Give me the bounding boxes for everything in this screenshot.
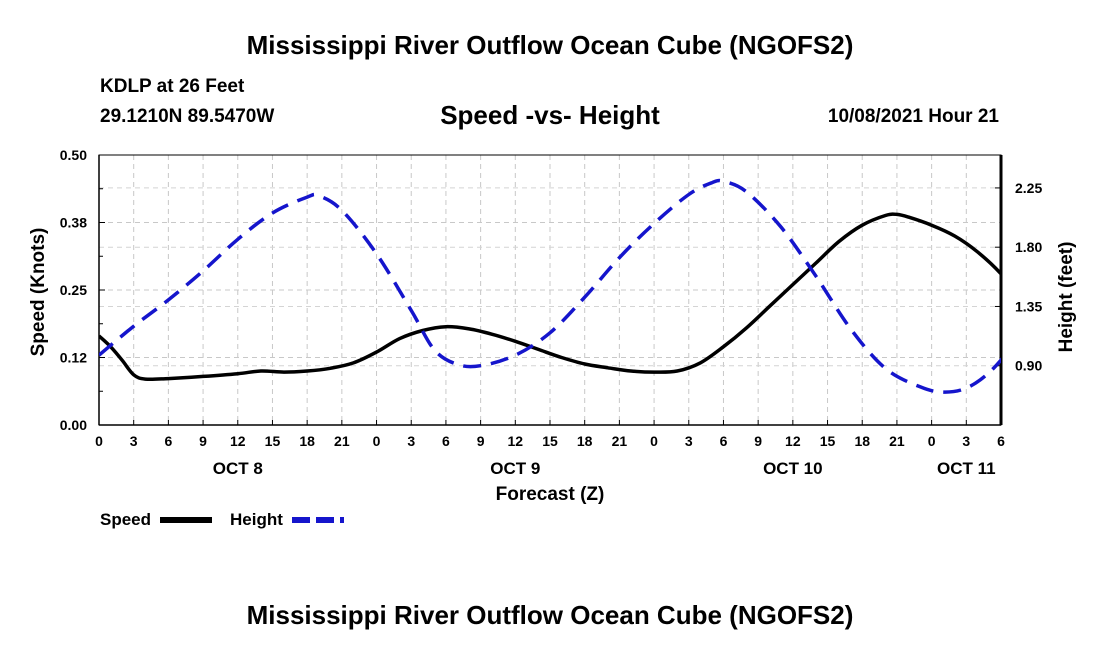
y-right-tick-label: 1.35 [1015, 298, 1042, 314]
x-tick-label: 18 [854, 433, 870, 449]
x-date-label: OCT 9 [490, 459, 540, 478]
x-tick-label: 18 [577, 433, 593, 449]
x-tick-label: 15 [820, 433, 836, 449]
x-tick-label: 6 [442, 433, 450, 449]
y-left-axis-title: Speed (Knots) [28, 228, 49, 357]
x-tick-label: 0 [95, 433, 103, 449]
series-line-speed [99, 212, 1001, 382]
coordinates-label: 29.1210N 89.5470W [100, 106, 275, 127]
y-left-tick-label: 0.00 [60, 417, 87, 433]
x-date-label: OCT 8 [213, 459, 263, 478]
datetime-label: 10/08/2021 Hour 21 [827, 106, 999, 127]
chart-axes [98, 154, 1003, 426]
chart-legend: Speed Height [100, 510, 344, 529]
y-right-tick-label: 2.25 [1015, 180, 1042, 196]
x-tick-label: 6 [720, 433, 728, 449]
y-left-tick-label: 0.12 [60, 350, 87, 366]
x-tick-label: 21 [889, 433, 905, 449]
y-right-tick-label: 0.90 [1015, 358, 1042, 374]
x-tick-label: 12 [785, 433, 801, 449]
page-title: Mississippi River Outflow Ocean Cube (NG… [246, 30, 854, 60]
y-left-tick-label: 0.38 [60, 215, 87, 231]
x-tick-label: 21 [334, 433, 350, 449]
x-tick-label: 18 [299, 433, 315, 449]
y-left-tick-label: 0.50 [60, 147, 87, 163]
x-axis-title: Forecast (Z) [496, 484, 605, 505]
y-right-tick-label: 1.80 [1015, 239, 1042, 255]
series-line-height [99, 178, 1001, 394]
x-tick-label: 3 [685, 433, 693, 449]
x-tick-label: 21 [612, 433, 628, 449]
x-date-label: OCT 11 [937, 459, 996, 478]
x-tick-label: 0 [928, 433, 936, 449]
series-clip-group [99, 178, 1001, 394]
station-label: KDLP at 26 Feet [100, 76, 245, 97]
x-tick-label: 0 [650, 433, 658, 449]
x-tick-label: 3 [407, 433, 415, 449]
chart-grid [99, 155, 1001, 425]
x-tick-label: 15 [265, 433, 281, 449]
x-tick-label: 9 [754, 433, 762, 449]
chart-series [99, 178, 1001, 394]
x-tick-label: 3 [962, 433, 970, 449]
y-right-axis-title: Height (feet) [1056, 242, 1077, 353]
x-tick-label: 15 [542, 433, 558, 449]
x-tick-label: 9 [477, 433, 485, 449]
x-tick-label: 6 [997, 433, 1005, 449]
x-tick-label: 12 [508, 433, 524, 449]
x-tick-label: 0 [373, 433, 381, 449]
x-tick-label: 6 [164, 433, 172, 449]
x-tick-label: 9 [199, 433, 207, 449]
x-tick-label: 12 [230, 433, 246, 449]
x-tick-label: 3 [130, 433, 138, 449]
legend-label-height: Height [230, 510, 283, 529]
legend-label-speed: Speed [100, 510, 151, 529]
chart-labels: 0 3 6 9 12 15 18 21 0 3 6 9 12 15 18 21 0 3 6 9 12 15 18 21 0 3 6O… [28, 147, 1077, 505]
y-left-tick-label: 0.25 [60, 282, 87, 298]
x-date-label: OCT 10 [763, 459, 823, 478]
footer-title: Mississippi River Outflow Ocean Cube (NG… [246, 600, 854, 630]
plot-title: Speed -vs- Height [440, 100, 660, 130]
